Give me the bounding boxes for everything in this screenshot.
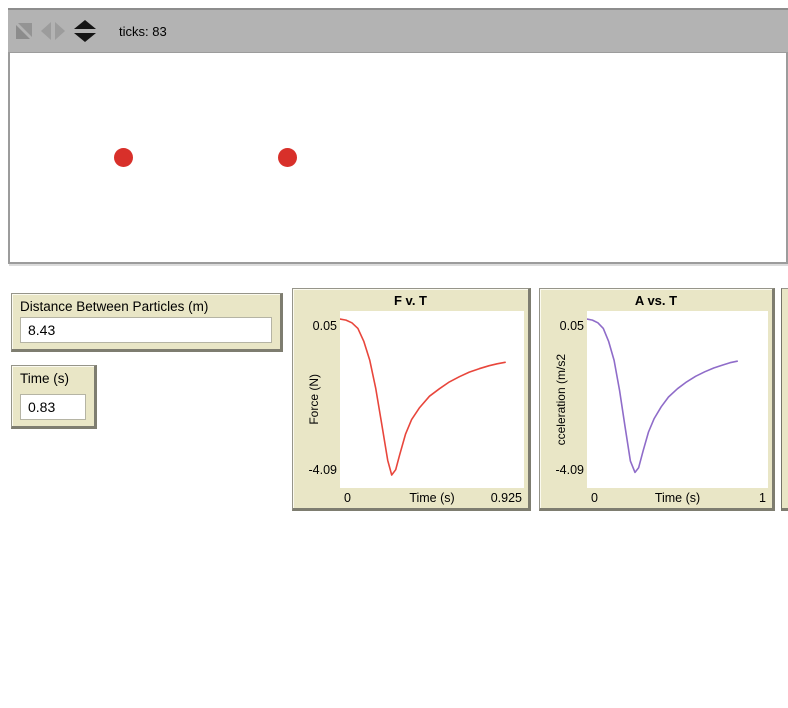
view-toolbar: ticks: 83 xyxy=(8,8,788,52)
vertical-arrows-icon[interactable] xyxy=(73,20,97,42)
particle-dot xyxy=(113,147,133,167)
y-axis-max-tick: 0.05 xyxy=(312,319,337,333)
horizontal-arrows-icon[interactable] xyxy=(41,21,65,41)
x-axis-min-tick: 0 xyxy=(344,491,351,505)
split-square-icon[interactable] xyxy=(15,22,33,40)
x-axis: 0 Time (s) 0.925 xyxy=(340,489,524,509)
y-axis-min-tick: -4.09 xyxy=(555,463,585,477)
monitor-time-label: Time (s) xyxy=(20,371,69,386)
clipped-widget-edge xyxy=(781,288,788,511)
x-axis-min-tick: 0 xyxy=(591,491,598,505)
y-axis-label: cceleration (m/s2 xyxy=(554,353,568,446)
x-axis-label: Time (s) xyxy=(654,491,701,505)
monitor-time-value: 0.83 xyxy=(20,394,86,420)
y-axis-label: Force (N) xyxy=(307,374,321,425)
y-axis-min-tick: -4.09 xyxy=(308,463,338,477)
x-axis-max-tick: 0.925 xyxy=(490,491,522,505)
plot-canvas xyxy=(340,311,524,488)
particle-dot xyxy=(277,147,297,167)
plot-title: F v. T xyxy=(394,293,427,308)
plot-canvas xyxy=(587,311,768,488)
x-axis-max-tick: 1 xyxy=(759,491,766,505)
world-view[interactable] xyxy=(8,52,788,264)
plot-title: A vs. T xyxy=(634,293,678,308)
monitor-time: Time (s) 0.83 xyxy=(11,365,97,429)
y-axis-max-tick: 0.05 xyxy=(559,319,584,333)
ticks-counter: ticks: 83 xyxy=(119,23,167,39)
x-axis-label: Time (s) xyxy=(409,491,455,505)
plot-force-vs-time: F v. T 0.05 -4.09 Force (N) 0 Time (s) 0… xyxy=(292,288,531,511)
plot-accel-vs-time: A vs. T 0.05 -4.09 cceleration (m/s2 0 T… xyxy=(539,288,775,511)
x-axis: 0 Time (s) 1 xyxy=(587,489,768,509)
monitor-distance: Distance Between Particles (m) 8.43 xyxy=(11,293,283,352)
monitor-distance-label: Distance Between Particles (m) xyxy=(20,299,209,314)
monitor-distance-value: 8.43 xyxy=(20,317,272,343)
